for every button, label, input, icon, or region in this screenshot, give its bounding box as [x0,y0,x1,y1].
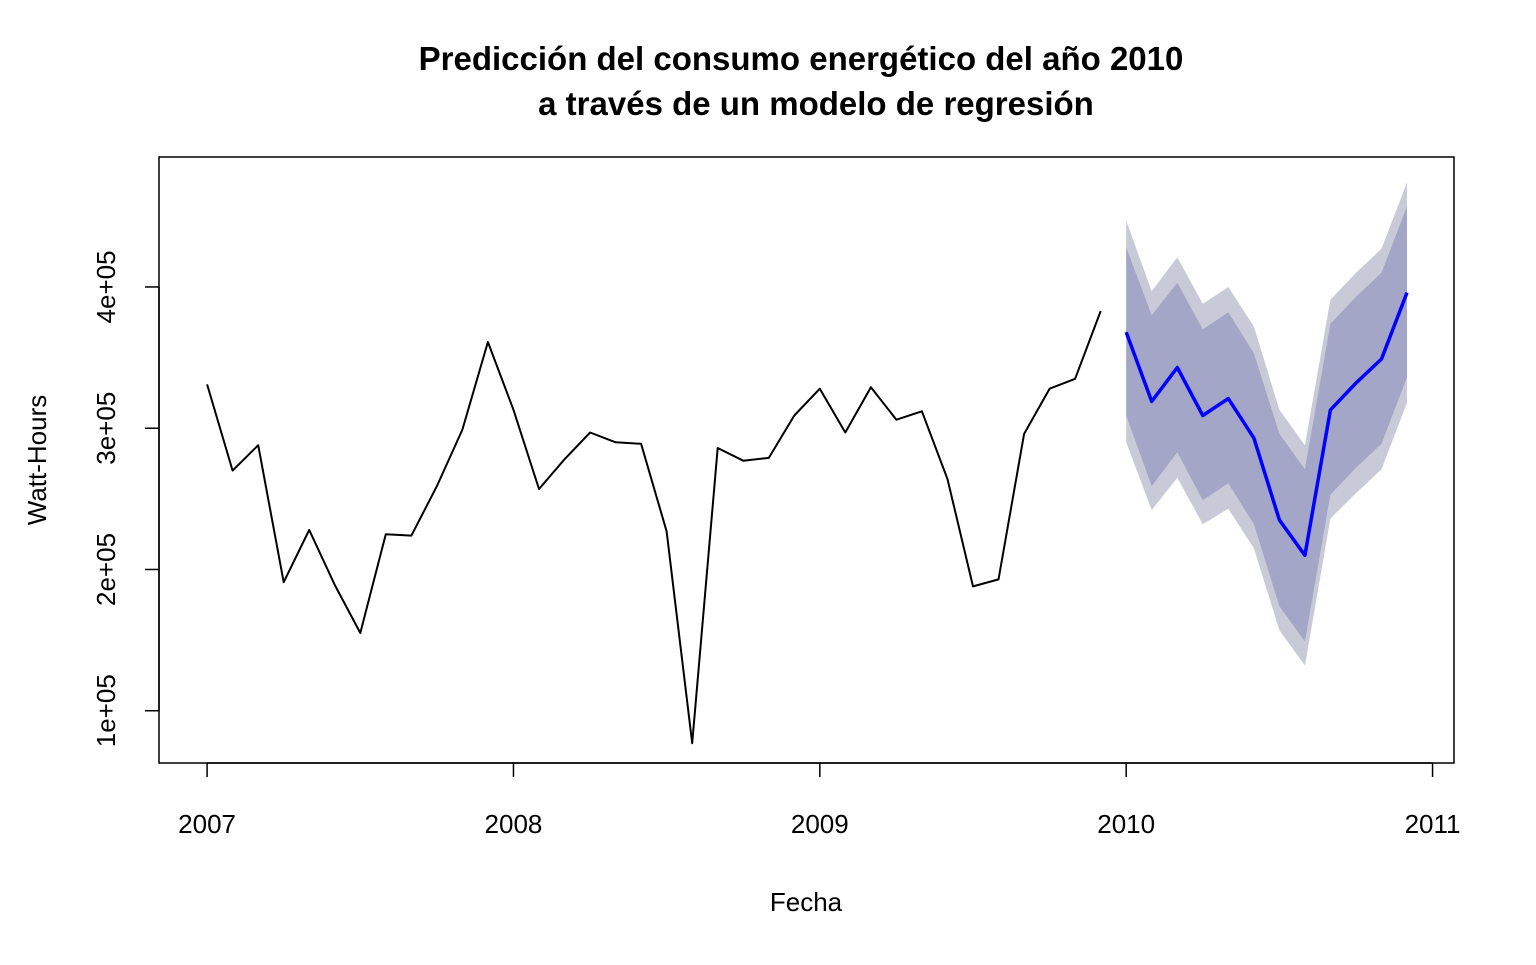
x-tick-label: 2011 [1405,809,1461,839]
y-tick-label: 3e+05 [91,392,121,465]
y-axis: 1e+05 2e+05 3e+05 4e+05 [91,250,160,747]
x-axis: 2007 2008 2009 2010 2011 [178,762,1461,839]
y-tick-label: 2e+05 [91,533,121,606]
x-axis-label: Fecha [770,887,843,917]
data-lines [206,291,1409,745]
forecast-series-line [1124,291,1409,558]
band-80-interval [1126,206,1407,642]
chart-title-line-1: Predicción del consumo energético del añ… [419,40,1184,77]
x-tick-label: 2010 [1097,809,1155,839]
chart-title-line-2: a través de un modelo de regresión [538,85,1094,122]
x-tick-label: 2008 [485,809,543,839]
y-tick-label: 4e+05 [91,250,121,323]
x-tick-label: 2009 [791,809,849,839]
y-axis-label: Watt-Hours [22,395,52,526]
x-tick-label: 2007 [178,809,236,839]
observed-series-line [206,310,1102,745]
y-tick-label: 1e+05 [91,674,121,747]
forecast-intervals [1126,182,1407,666]
